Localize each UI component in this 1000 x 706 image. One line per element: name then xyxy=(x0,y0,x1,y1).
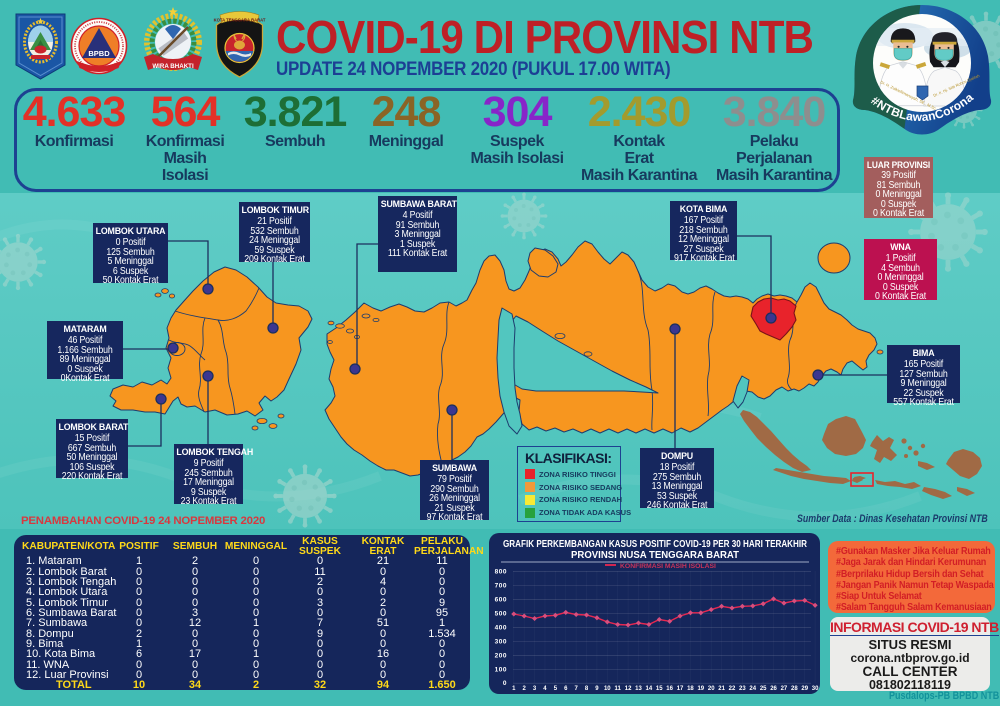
svg-text:400: 400 xyxy=(495,624,507,631)
svg-text:2: 2 xyxy=(523,686,527,692)
svg-text:4: 4 xyxy=(543,686,547,692)
svg-text:25: 25 xyxy=(760,686,767,692)
svg-text:PROVINSI NUSA TENGGARA BARAT: PROVINSI NUSA TENGGARA BARAT xyxy=(571,549,740,561)
svg-text:14: 14 xyxy=(646,686,653,692)
svg-text:200: 200 xyxy=(495,652,507,659)
svg-text:17: 17 xyxy=(677,686,684,692)
svg-text:6: 6 xyxy=(564,686,568,692)
svg-text:30: 30 xyxy=(812,686,819,692)
svg-text:23: 23 xyxy=(739,686,746,692)
svg-text:24: 24 xyxy=(749,686,756,692)
svg-text:WIRA BHAKTI: WIRA BHAKTI xyxy=(152,63,194,70)
svg-text:11: 11 xyxy=(615,686,622,692)
svg-text:16: 16 xyxy=(666,686,673,692)
svg-text:KOTA TENGGARA BARAT: KOTA TENGGARA BARAT xyxy=(214,18,266,23)
svg-text:26: 26 xyxy=(770,686,777,692)
svg-text:27: 27 xyxy=(781,686,788,692)
svg-text:600: 600 xyxy=(495,597,507,604)
svg-text:22: 22 xyxy=(729,686,736,692)
svg-text:9: 9 xyxy=(595,686,599,692)
svg-text:12: 12 xyxy=(625,686,632,692)
svg-text:BPBD: BPBD xyxy=(88,49,110,58)
svg-text:800: 800 xyxy=(495,569,507,576)
svg-text:1: 1 xyxy=(512,686,516,692)
svg-text:10: 10 xyxy=(604,686,611,692)
svg-text:500: 500 xyxy=(495,611,507,618)
svg-text:19: 19 xyxy=(697,686,704,692)
svg-text:15: 15 xyxy=(656,686,663,692)
svg-text:8: 8 xyxy=(585,686,589,692)
svg-text:KONFIRMASI MASIH ISOLASI: KONFIRMASI MASIH ISOLASI xyxy=(620,563,716,570)
svg-text:0: 0 xyxy=(503,680,507,687)
svg-text:5: 5 xyxy=(554,686,558,692)
svg-text:18: 18 xyxy=(687,686,694,692)
svg-text:300: 300 xyxy=(495,638,507,645)
svg-text:28: 28 xyxy=(791,686,798,692)
svg-text:13: 13 xyxy=(635,686,642,692)
svg-text:20: 20 xyxy=(708,686,715,692)
svg-text:100: 100 xyxy=(495,666,507,673)
svg-text:29: 29 xyxy=(801,686,808,692)
svg-text:GRAFIK PERKEMBANGAN KASUS POSI: GRAFIK PERKEMBANGAN KASUS POSITIF COVID-… xyxy=(503,538,807,550)
svg-text:3: 3 xyxy=(533,686,537,692)
svg-text:7: 7 xyxy=(574,686,578,692)
svg-text:700: 700 xyxy=(495,583,507,590)
svg-text:21: 21 xyxy=(718,686,725,692)
